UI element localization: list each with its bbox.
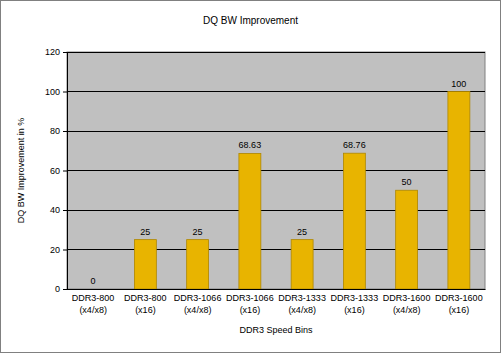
data-label: 50	[402, 177, 412, 187]
data-label: 68.63	[239, 140, 262, 150]
y-axis-title: DQ BW Improvement in %	[16, 118, 26, 224]
y-tick-label: 100	[45, 87, 60, 97]
y-tick: 0	[55, 284, 67, 294]
plot-area	[67, 52, 485, 289]
bar	[396, 190, 418, 289]
data-label: 25	[193, 227, 203, 237]
plot: 0 25 25 68.63 25 68.76 50 100 0 20 40 60 80 100 120 DDR…	[45, 47, 486, 314]
grid-line	[67, 131, 485, 132]
x-tick-label: DDR3-800(x4/x8)	[72, 293, 115, 314]
y-tick-label: 0	[55, 284, 60, 294]
y-tick-mark	[63, 171, 67, 172]
y-tick: 60	[50, 166, 67, 176]
x-tick: DDR3-800(x16)	[124, 289, 167, 315]
grid-line	[67, 170, 485, 171]
x-tick-label: DDR3-1600(x4/x8)	[383, 293, 431, 314]
y-tick-mark	[63, 52, 67, 53]
x-tick-label: DDR3-1066(x16)	[226, 293, 274, 314]
x-tick: DDR3-1066(x4/x8)	[174, 289, 222, 315]
grid-line	[67, 91, 485, 92]
y-tick: 100	[45, 87, 67, 97]
x-axis-line	[68, 289, 486, 290]
grid-line	[67, 210, 485, 211]
y-tick-mark	[63, 250, 67, 251]
data-label: 100	[451, 79, 466, 89]
chart-border	[1, 1, 501, 353]
data-label: 0	[91, 276, 96, 286]
y-tick-label: 80	[50, 126, 60, 136]
grid-line	[67, 52, 485, 53]
bar	[448, 92, 470, 290]
y-tick: 40	[50, 205, 67, 215]
data-label: 25	[297, 227, 307, 237]
x-tick-label: DDR3-800(x16)	[124, 293, 167, 314]
x-tick: DDR3-1600(x4/x8)	[383, 289, 431, 315]
bar	[239, 153, 261, 289]
y-tick-mark	[63, 131, 67, 132]
y-tick-label: 40	[50, 205, 60, 215]
grid	[67, 52, 485, 289]
x-tick-label: DDR3-1333(x16)	[331, 293, 379, 314]
y-axis: 0 20 40 60 80 100 120	[45, 47, 68, 294]
grid-line	[67, 289, 485, 290]
y-tick: 120	[45, 47, 67, 57]
y-tick-mark	[63, 210, 67, 211]
y-tick-label: 120	[45, 47, 60, 57]
x-axis-title: DDR3 Speed Bins	[239, 325, 313, 335]
x-tick-label: DDR3-1600(x16)	[435, 293, 483, 314]
y-tick-mark	[63, 289, 67, 290]
y-tick: 80	[50, 126, 67, 136]
bar	[291, 240, 313, 289]
bar	[82, 289, 104, 290]
x-axis: DDR3-800(x4/x8) DDR3-800(x16) DDR3-1066(x4…	[68, 289, 486, 315]
title: DQ BW Improvement	[203, 15, 298, 26]
grid-line	[67, 249, 485, 250]
x-tick: DDR3-800(x4/x8)	[72, 289, 115, 315]
chart: DQ BW Improvement0252568.632568.76501000…	[0, 0, 501, 353]
x-tick: DDR3-1600(x16)	[435, 289, 483, 315]
x-tick-label: DDR3-1066(x4/x8)	[174, 293, 222, 314]
y-axis-line	[67, 53, 68, 290]
bar	[343, 153, 365, 289]
y-tick-mark	[63, 92, 67, 93]
y-tick: 20	[50, 245, 67, 255]
bar	[134, 240, 156, 289]
data-labels: 0 25 25 68.63 25 68.76 50 100	[91, 79, 467, 287]
data-label: 25	[140, 227, 150, 237]
y-tick-label: 60	[50, 166, 60, 176]
data-label: 68.76	[343, 140, 366, 150]
x-tick-label: DDR3-1333(x4/x8)	[278, 293, 326, 314]
x-tick: DDR3-1066(x16)	[226, 289, 274, 315]
x-tick: DDR3-1333(x16)	[331, 289, 379, 315]
bar	[187, 240, 209, 289]
bars	[134, 92, 469, 290]
x-tick: DDR3-1333(x4/x8)	[278, 289, 326, 315]
y-tick-label: 20	[50, 245, 60, 255]
